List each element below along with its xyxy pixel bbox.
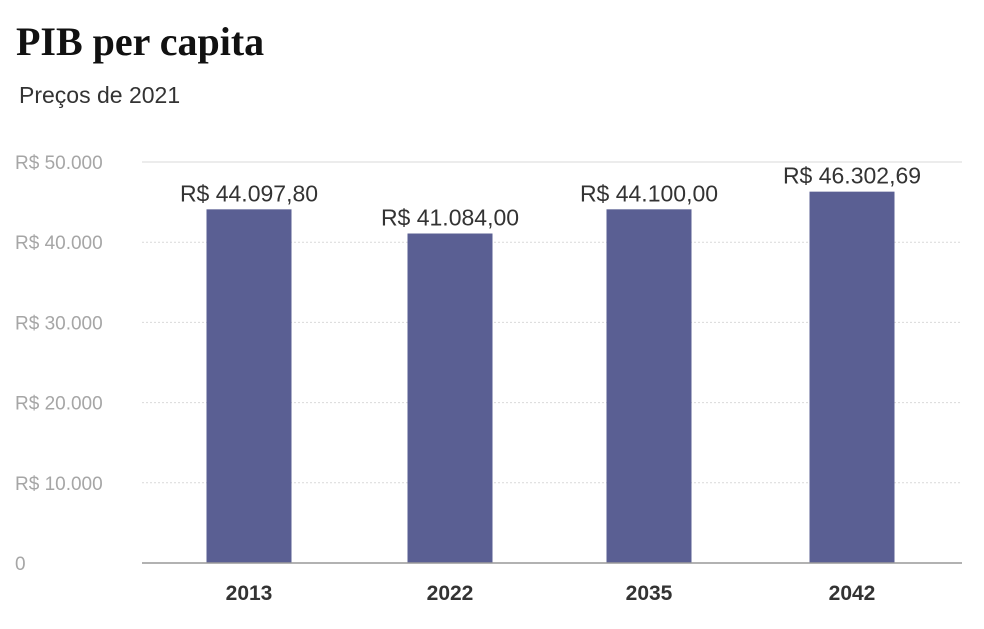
bar-2042 [809,191,895,564]
bar-2035 [606,209,692,563]
bar-2022 [407,233,493,563]
x-tick-label: 2013 [226,582,273,605]
y-tick-label: R$ 40.000 [15,233,103,254]
x-tick-label: 2042 [829,582,876,605]
bar-2013 [206,209,292,564]
data-label: R$ 46.302,69 [783,163,921,189]
data-label: R$ 44.100,00 [580,180,718,206]
chart-subtitle: Preços de 2021 [19,82,181,108]
data-label: R$ 44.097,80 [180,180,318,206]
y-tick-label: R$ 20.000 [15,394,103,415]
y-tick-label: R$ 30.000 [15,313,103,334]
y-tick-label: R$ 10.000 [15,474,103,495]
x-tick-label: 2022 [427,582,474,605]
data-label: R$ 41.084,00 [381,205,519,231]
y-tick-label: 0 [15,554,26,575]
y-tick-label: R$ 50.000 [15,153,103,174]
x-tick-label: 2035 [626,582,673,605]
chart-title: PIB per capita [16,19,265,64]
